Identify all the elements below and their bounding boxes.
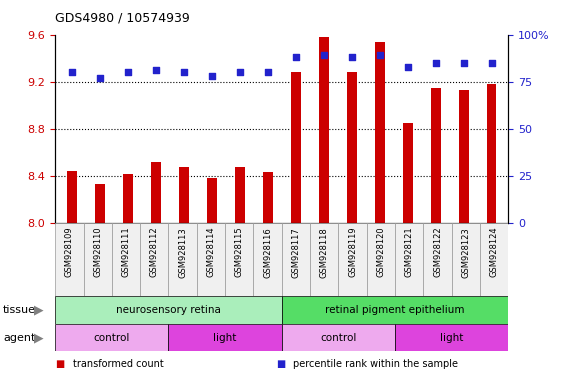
Bar [291, 72, 301, 223]
Point [179, 69, 188, 75]
Text: ▶: ▶ [34, 331, 44, 344]
Bar [84, 223, 112, 296]
Bar [282, 223, 310, 296]
Text: GSM928109: GSM928109 [65, 227, 74, 277]
Bar [55, 324, 168, 351]
Bar [395, 223, 424, 296]
Bar [123, 174, 133, 223]
Text: GSM928112: GSM928112 [150, 227, 159, 277]
Point [403, 63, 413, 70]
Bar [140, 223, 168, 296]
Bar [112, 223, 140, 296]
Text: GSM928123: GSM928123 [461, 227, 471, 278]
Point [67, 69, 77, 75]
Text: GSM928120: GSM928120 [376, 227, 385, 277]
Bar [55, 223, 84, 296]
Bar [375, 41, 385, 223]
Point [319, 52, 328, 58]
Text: GSM928124: GSM928124 [490, 227, 498, 277]
Bar [55, 296, 282, 324]
Text: GSM928114: GSM928114 [206, 227, 216, 277]
Point [431, 60, 440, 66]
Point [151, 67, 160, 73]
Bar [319, 37, 329, 223]
Point [207, 73, 217, 79]
Text: tissue: tissue [3, 305, 36, 315]
Point [123, 69, 132, 75]
Bar [225, 223, 253, 296]
Text: GSM928118: GSM928118 [320, 227, 329, 278]
Bar [168, 223, 197, 296]
Text: retinal pigment epithelium: retinal pigment epithelium [325, 305, 465, 315]
Text: GSM928121: GSM928121 [405, 227, 414, 277]
Bar [151, 162, 161, 223]
Bar [168, 324, 282, 351]
Text: light: light [440, 333, 464, 343]
Point [263, 69, 272, 75]
Bar [282, 324, 395, 351]
Bar [263, 172, 272, 223]
Point [95, 75, 105, 81]
Text: GSM928122: GSM928122 [433, 227, 442, 277]
Bar [431, 88, 440, 223]
Point [347, 54, 356, 60]
Bar [487, 84, 497, 223]
Bar [459, 90, 468, 223]
Text: light: light [213, 333, 237, 343]
Bar [367, 223, 395, 296]
Text: GDS4980 / 10574939: GDS4980 / 10574939 [55, 12, 190, 25]
Bar [207, 178, 217, 223]
Bar [452, 223, 480, 296]
Bar [197, 223, 225, 296]
Bar [95, 184, 105, 223]
Text: neurosensory retina: neurosensory retina [116, 305, 221, 315]
Point [487, 60, 496, 66]
Bar [403, 123, 413, 223]
Text: GSM928116: GSM928116 [263, 227, 272, 278]
Text: GSM928111: GSM928111 [121, 227, 131, 277]
Point [235, 69, 245, 75]
Bar [282, 296, 508, 324]
Bar [395, 324, 508, 351]
Point [459, 60, 468, 66]
Bar [480, 223, 508, 296]
Point [291, 54, 300, 60]
Bar [424, 223, 452, 296]
Text: ▶: ▶ [34, 303, 44, 316]
Text: percentile rank within the sample: percentile rank within the sample [293, 359, 458, 369]
Bar [338, 223, 367, 296]
Text: ■: ■ [55, 359, 64, 369]
Text: GSM928117: GSM928117 [292, 227, 300, 278]
Text: GSM928110: GSM928110 [93, 227, 102, 277]
Bar [253, 223, 282, 296]
Bar [67, 171, 77, 223]
Text: control: control [320, 333, 357, 343]
Bar [235, 167, 245, 223]
Text: GSM928119: GSM928119 [348, 227, 357, 277]
Text: agent: agent [3, 333, 35, 343]
Bar [310, 223, 338, 296]
Point [375, 52, 385, 58]
Bar [347, 72, 357, 223]
Text: GSM928113: GSM928113 [178, 227, 187, 278]
Bar [179, 167, 189, 223]
Text: transformed count: transformed count [73, 359, 163, 369]
Text: ■: ■ [276, 359, 285, 369]
Text: GSM928115: GSM928115 [235, 227, 244, 277]
Text: control: control [94, 333, 130, 343]
